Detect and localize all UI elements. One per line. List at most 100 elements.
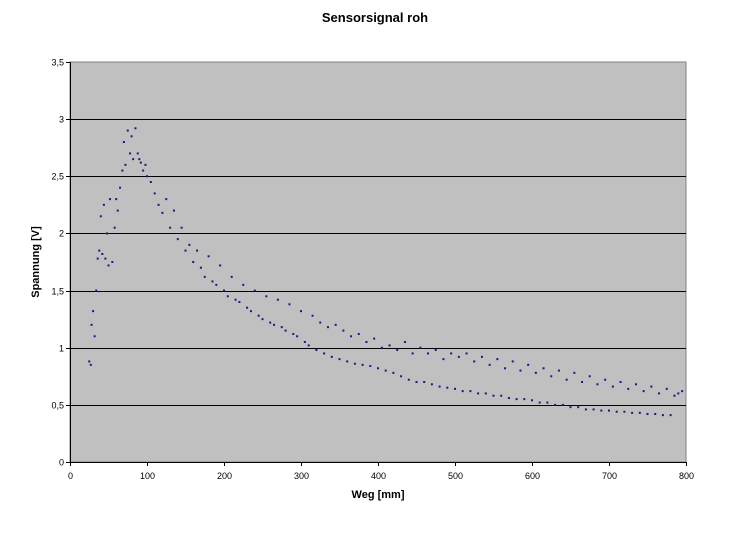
data-point [342, 329, 345, 332]
data-point [269, 321, 272, 324]
data-point [115, 198, 118, 201]
data-point [665, 387, 668, 390]
data-point [184, 249, 187, 252]
data-point [157, 203, 160, 206]
data-point [196, 249, 199, 252]
data-point [311, 314, 314, 317]
data-point [353, 362, 356, 365]
data-point [465, 352, 468, 355]
data-point [507, 397, 510, 399]
x-tick-label: 600 [525, 471, 540, 481]
data-point [534, 371, 537, 374]
y-tick-label: 1,5 [51, 287, 64, 297]
data-point [365, 341, 368, 343]
data-point [654, 413, 657, 415]
data-point [203, 275, 206, 278]
data-point [132, 158, 135, 161]
data-point [403, 341, 406, 343]
data-point [350, 335, 353, 338]
data-point [423, 381, 426, 383]
data-point [488, 363, 491, 366]
data-point [92, 310, 95, 313]
data-point [280, 326, 283, 329]
data-point [338, 358, 341, 361]
data-point [400, 375, 403, 378]
data-point [265, 295, 268, 298]
data-point [161, 211, 164, 214]
data-point [531, 399, 533, 402]
data-point [192, 261, 195, 263]
data-point [550, 375, 553, 378]
y-tick-label: 3,5 [51, 58, 64, 68]
data-point [288, 303, 291, 306]
data-point [631, 411, 634, 414]
data-point [658, 392, 661, 395]
data-point [357, 333, 360, 335]
data-point [584, 408, 587, 411]
data-point [99, 215, 102, 218]
x-tick-label: 500 [448, 471, 463, 481]
data-point [681, 390, 684, 393]
data-point [377, 367, 379, 370]
data-point [523, 398, 526, 401]
data-point [149, 181, 152, 183]
data-point [96, 257, 99, 260]
data-point [95, 289, 98, 292]
data-point [101, 253, 104, 255]
data-point [608, 409, 610, 412]
data-point [519, 369, 522, 372]
data-point [407, 378, 410, 381]
data-point [319, 321, 322, 324]
data-point [169, 226, 172, 229]
data-point [261, 318, 264, 321]
data-point [130, 135, 133, 138]
data-point [600, 409, 603, 412]
data-point [276, 298, 279, 301]
data-point [253, 289, 256, 292]
data-point [129, 152, 132, 155]
data-point [109, 198, 112, 201]
data-point [238, 301, 241, 303]
data-point [134, 127, 137, 130]
data-point [176, 238, 179, 241]
data-point [249, 310, 252, 313]
chart-title: Sensorsignal roh [321, 10, 429, 25]
data-point [121, 169, 124, 172]
data-point [307, 344, 310, 347]
data-point [119, 186, 122, 189]
data-point [126, 129, 129, 132]
x-tick-label: 400 [371, 471, 386, 481]
data-point [273, 323, 276, 326]
y-tick-label: 1 [59, 344, 64, 354]
data-point [136, 152, 139, 155]
x-tick-label: 300 [294, 471, 309, 481]
x-tick-label: 800 [679, 471, 694, 481]
data-point [438, 385, 441, 388]
data-point [427, 352, 430, 355]
data-point [565, 378, 568, 381]
data-point [113, 226, 116, 229]
data-point [477, 392, 480, 395]
data-point [446, 386, 449, 389]
data-point [542, 367, 545, 370]
data-point [388, 344, 391, 347]
x-tick-label: 0 [68, 471, 73, 481]
data-point [284, 329, 287, 332]
y-axis-label: Spannung [V] [30, 226, 42, 298]
data-point [98, 249, 101, 252]
data-point [242, 283, 245, 286]
data-point [661, 414, 664, 417]
data-point [511, 360, 514, 363]
data-point [303, 341, 306, 343]
data-point [215, 283, 218, 286]
data-point [257, 314, 260, 317]
data-point [226, 295, 229, 298]
data-point [234, 298, 237, 301]
data-point [415, 381, 418, 383]
data-point [323, 352, 326, 355]
data-point [180, 226, 183, 229]
data-point [546, 401, 549, 404]
data-point [361, 363, 364, 366]
data-point [623, 410, 626, 413]
data-point [569, 406, 572, 409]
